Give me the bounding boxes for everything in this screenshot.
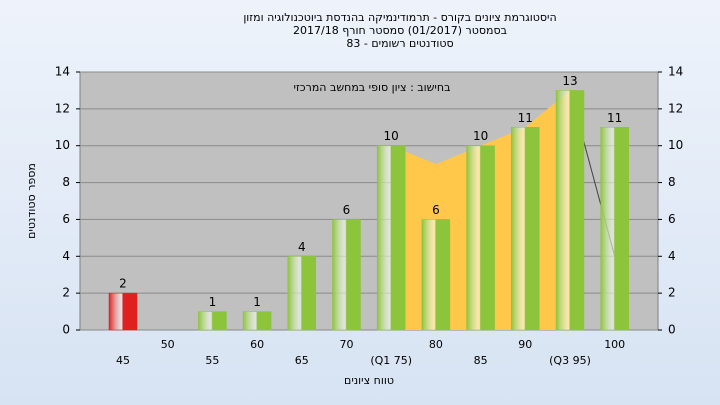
x-tick-label: 80: [429, 338, 443, 351]
y2-tick-label: 6: [668, 212, 676, 226]
data-label: 6: [432, 203, 440, 217]
y-tick-label: 14: [55, 65, 70, 79]
x-tick-label: 60: [250, 338, 264, 351]
annotation: בחישוב : ציון סופי במחשב המרכזי: [294, 81, 451, 94]
x-tick-label: 70: [340, 338, 354, 351]
bar: [376, 145, 406, 331]
bar: [466, 145, 495, 331]
y-tick-label: 8: [62, 175, 70, 189]
data-label: 13: [562, 74, 577, 88]
chart-subtitle: סטודנטים רשומים - 83: [346, 37, 453, 50]
bar: [108, 292, 138, 331]
bar: [421, 219, 451, 331]
x-tick-label: 90: [518, 338, 532, 351]
bar: [198, 311, 227, 331]
data-label: 6: [343, 203, 351, 217]
chart-subtitle: בסמסטר (01/2017) סמסטר חורף 2017/18: [293, 24, 507, 37]
bar: [287, 256, 317, 331]
y2-tick-label: 4: [668, 249, 676, 263]
x-axis-label: טווח ציונים: [344, 374, 394, 387]
bar: [511, 127, 540, 331]
y-axis-label: מספר סטודנטים: [25, 163, 38, 239]
bar: [242, 311, 272, 331]
x-tick-label: 55: [205, 354, 219, 367]
data-label: 10: [473, 129, 488, 143]
y-tick-label: 2: [62, 286, 70, 300]
x-tick-label: 85: [474, 354, 488, 367]
y-tick-label: 10: [55, 138, 70, 152]
y-tick-label: 4: [62, 249, 70, 263]
y2-tick-label: 8: [668, 175, 676, 189]
y2-tick-label: 12: [668, 101, 683, 115]
data-label: 2: [119, 277, 127, 291]
y2-tick-label: 2: [668, 286, 676, 300]
y2-tick-label: 0: [668, 323, 676, 337]
x-tick-label: 45: [116, 354, 130, 367]
x-tick-label: 65: [295, 354, 309, 367]
y2-tick-label: 14: [668, 65, 683, 79]
y-tick-label: 12: [55, 101, 70, 115]
y-tick-label: 0: [62, 323, 70, 337]
chart-title: היסטוגרמת ציונים בקורס - תרמודינמיקה בהנ…: [243, 11, 556, 24]
x-tick-label: (Q1 75): [370, 354, 412, 367]
bar: [600, 127, 629, 331]
x-tick-label: (Q3 95): [549, 354, 591, 367]
y2-tick-label: 10: [668, 138, 683, 152]
y-tick-label: 6: [62, 212, 70, 226]
data-label: 11: [518, 111, 533, 125]
bar: [332, 219, 361, 331]
x-tick-label: 50: [161, 338, 175, 351]
data-label: 1: [209, 295, 217, 309]
data-label: 10: [384, 129, 399, 143]
bar: [555, 90, 585, 331]
data-label: 11: [607, 111, 622, 125]
data-label: 4: [298, 240, 306, 254]
x-tick-label: 100: [604, 338, 625, 351]
data-label: 1: [253, 295, 261, 309]
